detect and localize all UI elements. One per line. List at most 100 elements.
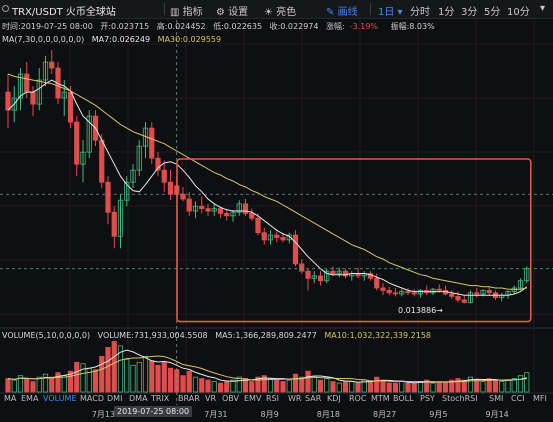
info-close: 收:0.022974 [269,22,319,31]
volume-bar [311,376,317,393]
indicator-tab-wr[interactable]: WR [288,394,302,403]
candle [399,291,405,295]
candle [74,121,80,165]
indicator-tab-emv[interactable]: EMV [244,394,262,403]
volume-bar [142,355,149,393]
volume-bar [374,376,380,393]
indicator-tab-mtm[interactable]: MTM [371,394,390,403]
volume-bar [280,381,286,393]
candle [111,211,117,237]
candle [436,288,442,291]
settings-button[interactable]: ⚙ 设置 [216,7,249,18]
indicator-tab-boll[interactable]: BOLL [393,394,414,403]
candle [474,292,480,295]
candle [430,288,436,294]
candle [42,61,49,81]
vol-ma10-line [7,355,527,383]
candle [405,291,411,294]
volume-bar [55,372,61,393]
indicator-tab-ma[interactable]: MA [4,394,17,403]
theme-button[interactable]: ☀ 亮色 [264,7,297,18]
pair-title[interactable]: TRX/USDT 火币全球站 [12,7,116,18]
interval-timeline[interactable]: 分时 [410,7,430,18]
candle [24,73,30,93]
candle [461,299,467,303]
volume-bar [217,382,224,393]
indicator-tab-psy[interactable]: PSY [420,394,435,403]
volume-bar [36,376,42,393]
candle [336,270,342,274]
candle [280,237,286,241]
interval-10m[interactable]: 10分 [507,7,530,18]
volume-bar [67,370,74,393]
indicator-tab-stochrsi[interactable]: StochRSI [442,394,478,403]
volume-bar [117,345,124,393]
volume-params[interactable]: VOLUME(5,10,0,0,0,0) [2,331,91,340]
ma-params[interactable]: MA(7,30,0,0,0,0,0,0) [2,35,85,44]
indicator-tab-dma[interactable]: DMA [129,394,148,403]
candle [486,289,492,294]
indicator-tab-roc[interactable]: ROC [349,394,367,403]
candle [417,289,424,295]
gear-icon: ⚙ [216,7,225,18]
volume-bar [436,381,442,393]
volume-bar [355,382,361,393]
volume-bar [80,363,86,393]
volume-bar [461,379,467,393]
volume-bar [317,379,324,393]
indicator-tab-macd[interactable]: MACD [80,394,104,403]
vol-ma5-value: MA5:1,366,289,809.2477 [215,331,317,340]
volume-bar [349,381,355,393]
indicator-tab-sar[interactable]: SAR [305,394,322,403]
candle [230,211,236,217]
cursor-date-label: 2019-07-25 08:00 [114,406,193,417]
x-tick-label: 9月5 [429,410,448,419]
indicator-tab-volume[interactable]: VOLUME [43,394,77,403]
collapse-icon[interactable] [2,5,9,12]
candle [80,151,86,165]
pencil-icon: ✎ [326,7,335,18]
volume-bar [517,375,524,393]
indicator-tab-ema[interactable]: EMA [21,394,39,403]
volume-bar [505,379,511,393]
candle [199,205,205,210]
indicator-button[interactable]: ▥ 指标 [170,7,203,18]
indicator-tab-dmi[interactable]: DMI [107,394,123,403]
candle [305,270,311,279]
indicator-tab-trix[interactable]: TRIX [151,394,170,403]
indicator-tab-rsi[interactable]: RSI [266,394,279,403]
interval-1m[interactable]: 1分 [438,7,455,18]
candle [255,217,261,234]
volume-bar [499,381,505,393]
volume-bar [299,376,305,393]
interval-1d[interactable]: 1日 ▾ [378,7,403,18]
candle [99,139,105,183]
ohlc-info: 时间:2019-07-25 08:00 开:0.023715 高:0.02445… [2,21,440,32]
ma7-value: MA7:0.026249 [91,35,151,44]
volume-bar [211,381,217,393]
low-price-marker: 0.013886→ [398,306,443,315]
candle [249,213,255,219]
candle [17,73,24,99]
expand-intervals-icon[interactable]: ▾ [540,3,546,14]
indicator-tab-cci[interactable]: CCI [511,394,525,403]
indicator-tab-obv[interactable]: OBV [222,394,240,403]
candle [49,61,55,69]
indicator-tab-kdj[interactable]: KDJ [327,394,341,403]
indicator-tab-mfi[interactable]: MFI [533,394,547,403]
candle [192,205,199,212]
interval-3m[interactable]: 3分 [461,7,478,18]
volume-bar [136,361,142,393]
volume-bar [11,379,17,393]
indicator-tab-brar[interactable]: BRAR [178,394,200,403]
candle [217,208,224,214]
indicator-tab-vr[interactable]: VR [205,394,217,403]
interval-5m[interactable]: 5分 [484,7,501,18]
indicator-tab-smi[interactable]: SMI [489,394,504,403]
volume-legend: VOLUME(5,10,0,0,0,0) VOLUME:731,933,004.… [2,331,436,340]
volume-bar [180,375,186,393]
volume-bar [380,379,386,393]
draw-button[interactable]: ✎ 画线 [326,7,358,18]
volume-bar [449,379,455,393]
